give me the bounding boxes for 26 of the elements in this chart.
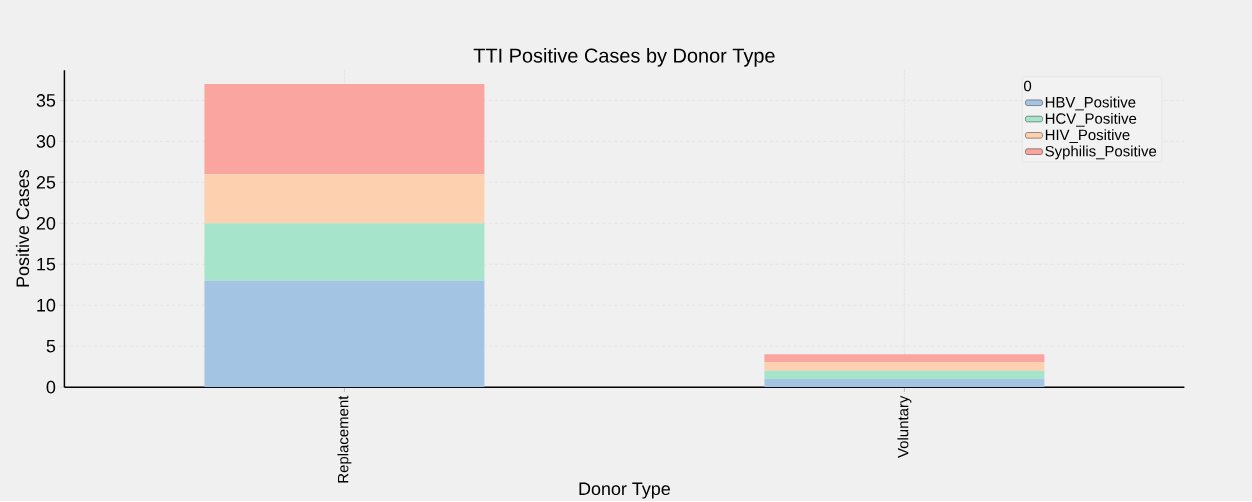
y-tick-label: 25 bbox=[36, 176, 56, 189]
bar bbox=[764, 378, 1045, 388]
bar bbox=[204, 223, 485, 281]
y-tick-label: 0 bbox=[46, 380, 56, 394]
chart-title: TTI Positive Cases by Donor Type bbox=[473, 48, 775, 67]
bar bbox=[204, 174, 485, 224]
legend-title: 0 bbox=[1024, 80, 1032, 92]
x-tick-label: Replacement bbox=[337, 395, 352, 483]
bar bbox=[764, 362, 1045, 371]
y-tick-label: 35 bbox=[36, 94, 56, 107]
y-tick-label: 20 bbox=[36, 216, 56, 230]
bar bbox=[204, 280, 485, 388]
legend-label: HBV_Positive bbox=[1045, 96, 1136, 111]
y-tick-label: 5 bbox=[46, 339, 56, 353]
y-tick-label: 30 bbox=[36, 135, 56, 148]
y-axis-title: Positive Cases bbox=[15, 170, 30, 287]
x-tick-label: Voluntary bbox=[897, 395, 912, 458]
bar bbox=[204, 84, 485, 175]
legend-label: HCV_Positive bbox=[1045, 112, 1137, 127]
y-tick-label: 15 bbox=[37, 258, 56, 271]
legend-label: HIV_Positive bbox=[1045, 129, 1130, 144]
legend-label: Syphilis_Positive bbox=[1045, 145, 1157, 160]
bar bbox=[764, 370, 1045, 379]
bar bbox=[764, 354, 1045, 363]
y-tick-label: 10 bbox=[37, 298, 56, 312]
x-axis-title: Donor Type bbox=[579, 482, 670, 499]
